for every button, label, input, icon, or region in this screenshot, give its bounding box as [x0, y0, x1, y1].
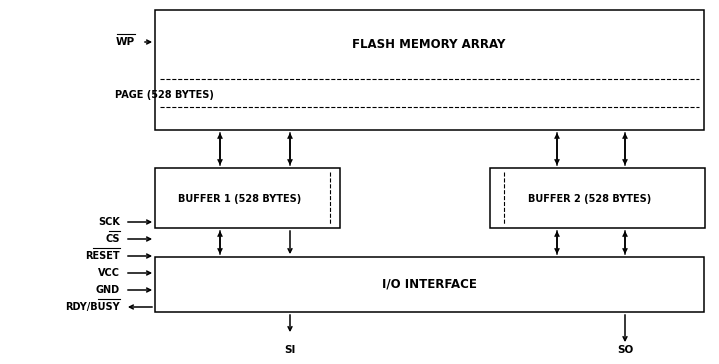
Text: WP: WP	[116, 37, 135, 47]
Text: SCK: SCK	[98, 217, 120, 227]
Text: CS: CS	[106, 234, 120, 244]
Bar	[490, 168, 705, 228]
Text: PAGE (528 BYTES): PAGE (528 BYTES)	[114, 90, 214, 100]
Text: GND: GND	[96, 285, 120, 295]
Text: I/O INTERFACE: I/O INTERFACE	[382, 277, 477, 290]
Text: RESET: RESET	[86, 251, 120, 261]
Text: SO: SO	[617, 345, 633, 355]
Bar	[155, 10, 704, 130]
Text: RDY/BUSY: RDY/BUSY	[65, 302, 120, 312]
Text: FLASH MEMORY ARRAY: FLASH MEMORY ARRAY	[352, 39, 505, 51]
Text: VCC: VCC	[98, 268, 120, 278]
Text: SI: SI	[284, 345, 296, 355]
Bar	[155, 257, 704, 312]
Text: BUFFER 2 (528 BYTES): BUFFER 2 (528 BYTES)	[528, 194, 651, 204]
Bar	[155, 168, 340, 228]
Text: BUFFER 1 (528 BYTES): BUFFER 1 (528 BYTES)	[178, 194, 302, 204]
